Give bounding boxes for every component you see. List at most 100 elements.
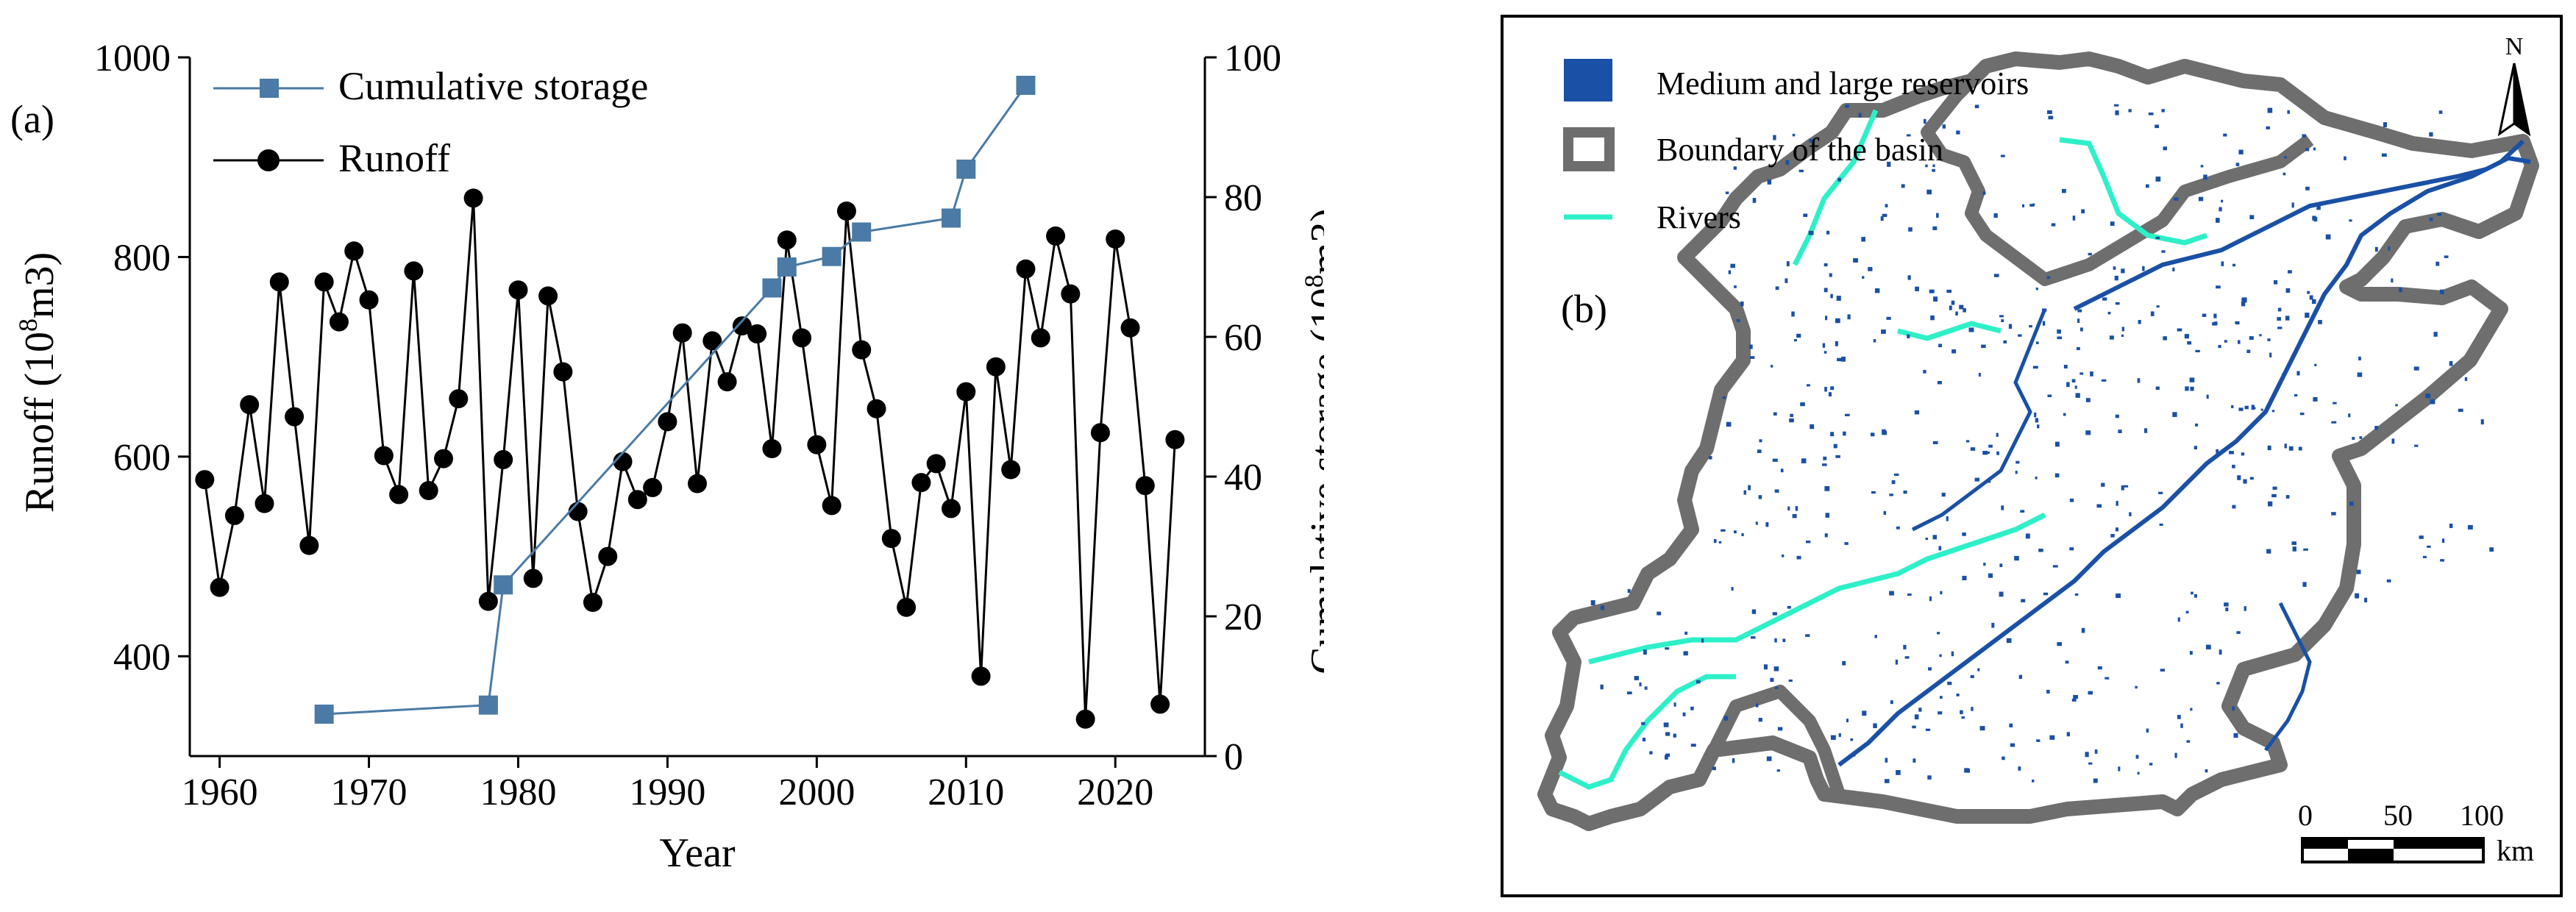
reservoir-dot [2285,495,2290,499]
reservoir-dot [2241,301,2246,307]
legend-reservoir-swatch [1564,59,1612,101]
reservoir-dot [2042,308,2047,312]
reservoir-dot [1774,489,1779,493]
reservoir-dot [2232,464,2235,469]
reservoir-dot [2388,246,2391,251]
reservoir-dot [2200,165,2204,168]
reservoir-dot [2349,219,2352,222]
reservoir-dot [2348,413,2351,418]
reservoir-dot [2224,340,2227,343]
reservoir-dot [2047,110,2052,115]
reservoir-dot [1683,651,1688,656]
runoff-point [285,407,305,427]
legend-reservoir-label: Medium and large reservoirs [1657,65,2029,101]
reservoir-dot [1974,477,1980,482]
reservoir-dot [1785,160,1790,165]
reservoir-dot [2121,334,2124,338]
reservoir-dot [2198,196,2204,202]
reservoir-dot [2241,452,2245,456]
reservoir-dot [1730,263,1735,268]
reservoir-dot [2419,535,2424,539]
reservoir-dot [1887,161,1891,167]
reservoir-dot [1830,432,1835,437]
reservoir-dot [1752,198,1757,203]
runoff-point [807,435,827,455]
reservoir-dot [2077,346,2080,351]
reservoir-dot [1726,421,1732,427]
reservoir-dot [1734,285,1737,288]
reservoir-dot [2104,677,2110,680]
reservoir-dot [2395,404,2398,407]
reservoir-dot [2251,405,2255,410]
runoff-point [643,477,663,497]
reservoir-dot [2085,430,2091,435]
reservoir-dot [1665,755,1668,760]
reservoir-dot [2223,133,2227,137]
reservoir-dot [1936,213,1939,218]
reservoir-dot [2074,593,2079,596]
reservoir-dot [2121,268,2125,274]
reservoir-dot [2057,642,2063,646]
reservoir-dot [1743,490,1746,495]
reservoir-dot [1918,708,1922,712]
reservoir-dot [1787,506,1790,511]
reservoir-dot [2449,361,2453,366]
reservoir-dot [1801,458,1807,463]
reservoir-dot [2001,505,2004,510]
reservoir-dot [2272,486,2277,490]
runoff-point [224,505,244,525]
reservoir-dot [2307,291,2310,294]
reservoir-dot [1793,339,1797,342]
reservoir-dot [2080,327,2083,332]
reservoir-dot [2032,366,2038,369]
reservoir-dot [1843,431,1846,436]
reservoir-dot [2025,533,2030,539]
reservoir-dot [1774,638,1777,643]
runoff-point [911,473,931,493]
reservoir-dot [2032,203,2035,206]
reservoir-dot [1890,700,1893,705]
reservoir-dot [2480,419,2484,425]
y-left-tick-label: 800 [113,237,171,279]
cumulative-storage-point [777,257,797,277]
reservoir-dot [1874,635,1877,638]
reservoir-dot [2277,307,2282,312]
runoff-point [1075,709,1095,729]
reservoir-dot [1786,261,1790,267]
reservoir-dot [2185,386,2189,391]
reservoir-dot [2115,110,2119,115]
reservoir-dot [2388,212,2391,217]
runoff-point [926,454,946,474]
reservoir-dot [2205,769,2208,773]
runoff-point [777,230,797,250]
reservoir-dot [1684,631,1688,635]
cumulative-storage-point [852,222,872,242]
cumulative-storage-point [494,575,513,595]
river-1 [1792,109,1879,266]
reservoir-dot [2441,538,2445,544]
reservoir-dot [1780,469,1784,473]
reservoir-dot [2224,602,2229,607]
ticks-layer: 1960 1970 1980 1990 2000 2010 2020400600800100… [94,38,1281,813]
reservoir-dot [1733,166,1737,170]
runoff-point [836,202,856,221]
reservoir-dot [2244,405,2249,410]
runoff-point [374,446,394,466]
reservoir-dot [2109,335,2114,340]
reservoir-dot [2383,122,2387,127]
y-left-tick-label: 400 [113,636,171,678]
reservoir-dot [2077,309,2082,313]
reservoir-dot [2284,443,2287,449]
reservoir-dot [1775,286,1779,291]
reservoir-dot [1996,451,1999,455]
reservoir-dot [1873,723,1877,729]
reservoir-dot [1792,513,1797,519]
reservoir-dot [1977,668,1980,671]
reservoir-dot [2391,438,2395,444]
reservoir-dot [2267,107,2273,113]
reservoir-dot [1665,753,1671,757]
reservoir-dot [1787,605,1791,609]
runoff-point [389,485,409,505]
reservoir-dot [2093,778,2098,783]
reservoir-dot [1903,491,1907,494]
